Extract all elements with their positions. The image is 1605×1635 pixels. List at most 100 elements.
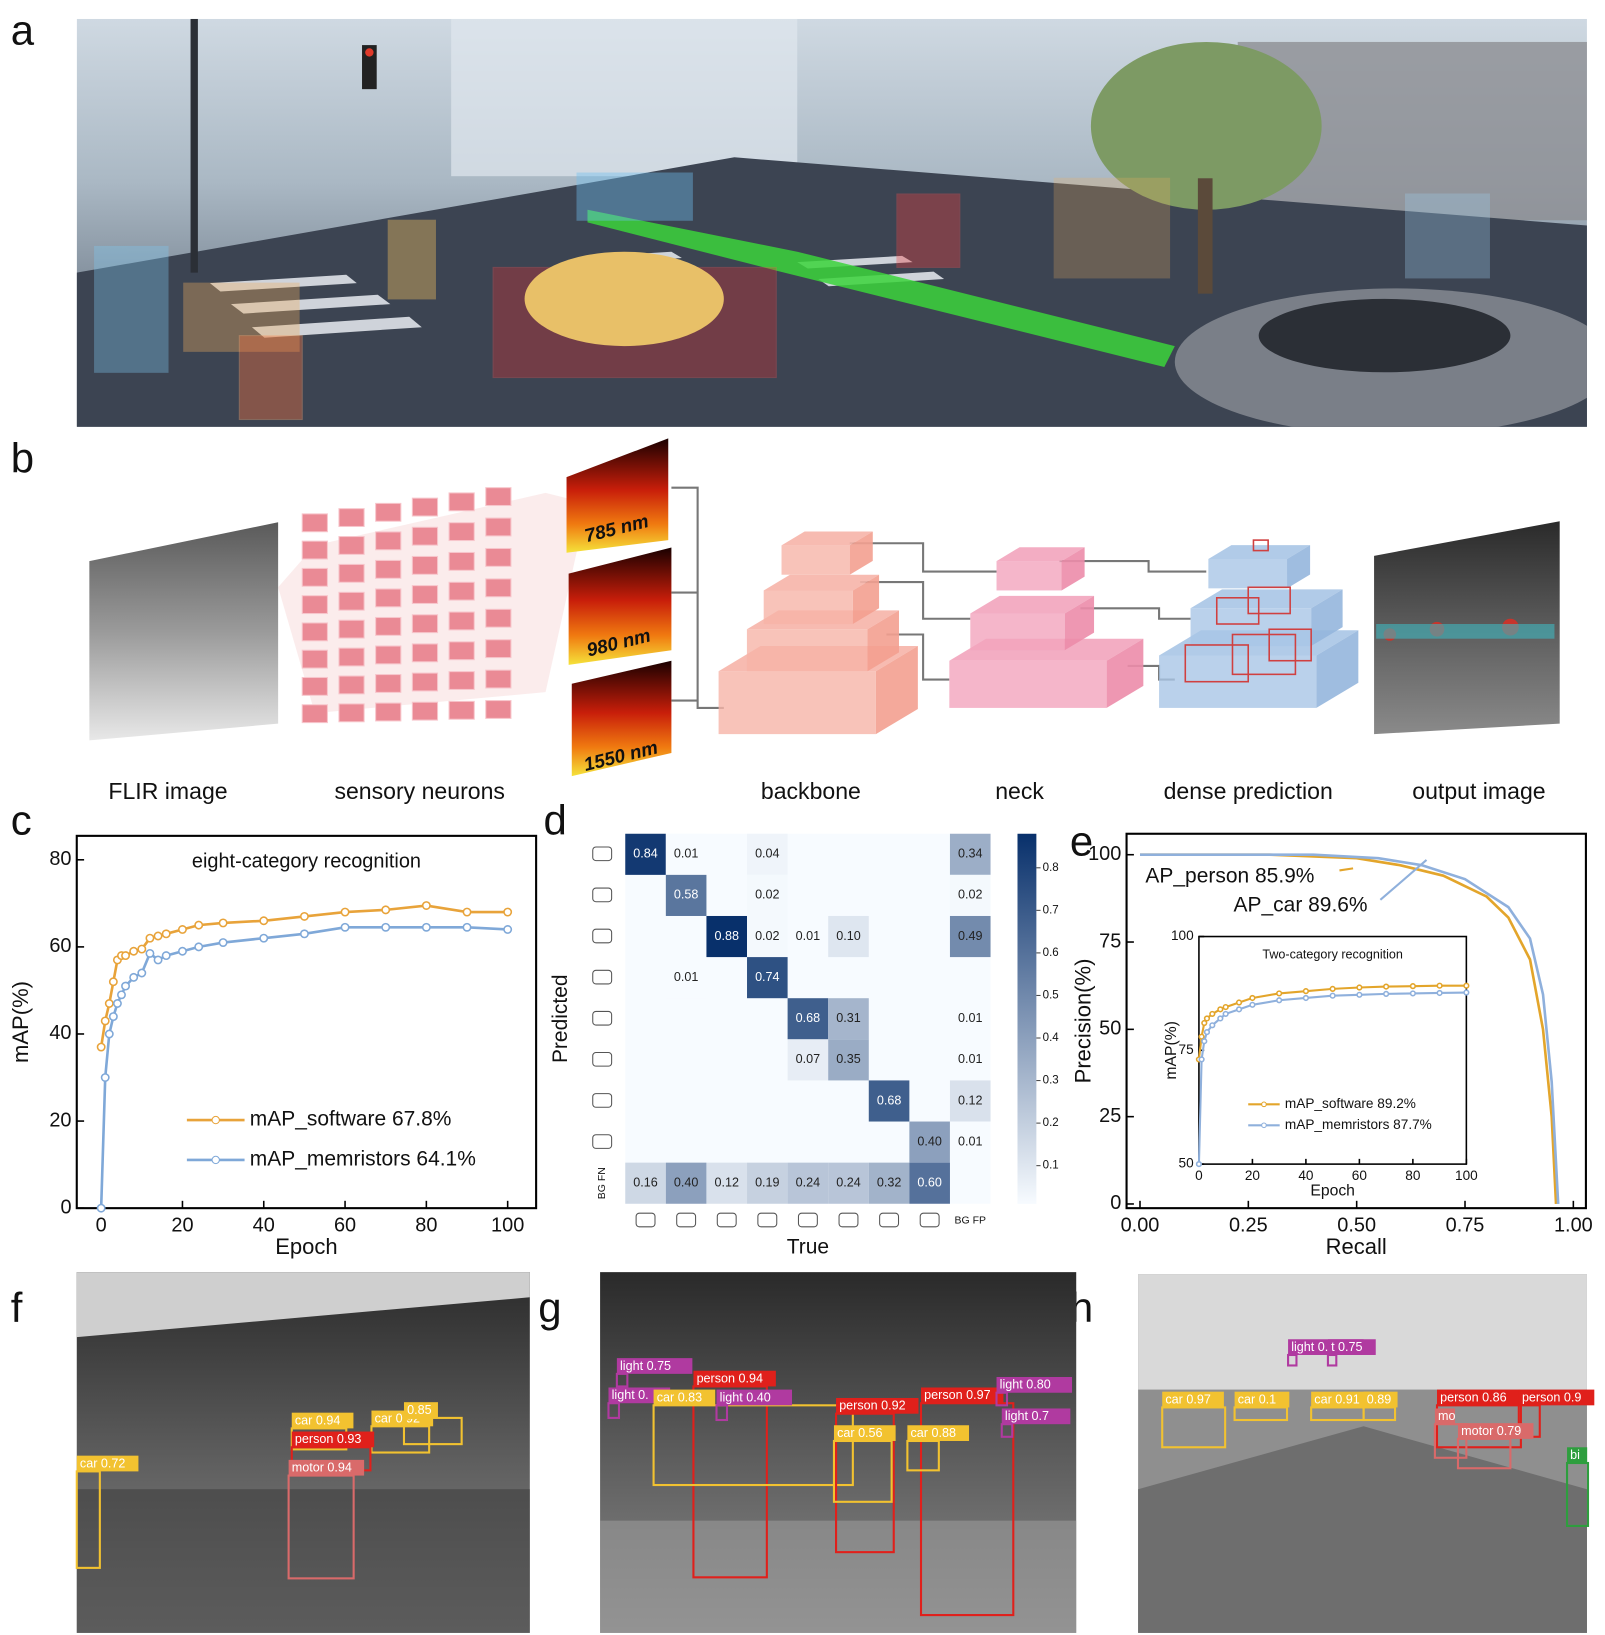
- lamp: [365, 48, 374, 57]
- cell: [828, 998, 869, 1040]
- cell-label: 0.68: [796, 1011, 820, 1025]
- neuron: [411, 643, 439, 663]
- detection-label: car 0.94: [295, 1413, 340, 1427]
- neuron: [375, 674, 402, 693]
- class-icon: [592, 1134, 613, 1149]
- detection-tag: [653, 1389, 716, 1406]
- legend-marker: [211, 1115, 220, 1125]
- charts: 0 20 40 60 80 100 0 20 40 60 80 Epoch mAP(%) eight-ca…: [8, 832, 1593, 1259]
- cell: [665, 833, 707, 875]
- neuron: [411, 497, 439, 517]
- class-icon: [592, 1052, 613, 1067]
- detection-tag: [833, 1425, 896, 1441]
- x-tick-label: 20: [1245, 1168, 1261, 1183]
- annotation-arrow: [1379, 859, 1428, 901]
- cell-label: 0.01: [958, 1134, 982, 1148]
- block-top: [996, 547, 1085, 562]
- cell: [828, 1039, 869, 1081]
- neuron: [375, 559, 402, 579]
- point: [1249, 1001, 1256, 1008]
- legend-marker: [1261, 1122, 1267, 1129]
- block-front: [1190, 608, 1312, 647]
- class-icon: [592, 1010, 613, 1026]
- x-axis-label: True: [787, 1236, 829, 1259]
- y-tick-label: 40: [49, 1022, 71, 1044]
- block-front: [746, 629, 868, 672]
- series-line: [99, 925, 508, 1209]
- block-front: [781, 545, 850, 575]
- pred-box: [1247, 586, 1291, 615]
- detection-tag: [1436, 1389, 1520, 1406]
- detection-label: person 0.94: [697, 1371, 763, 1385]
- neuron: [338, 591, 365, 611]
- building: [451, 18, 798, 177]
- x-tick-label: 40: [1298, 1168, 1314, 1183]
- x-tick-label: 0.25: [1229, 1214, 1268, 1236]
- neuron: [301, 704, 328, 724]
- neuron: [338, 647, 365, 667]
- x-axis-label: Recall: [1326, 1234, 1387, 1259]
- point: [100, 1016, 110, 1026]
- traffic-light: [362, 45, 377, 90]
- point: [100, 1073, 110, 1082]
- x-tick-label: 80: [415, 1214, 437, 1236]
- neuron: [448, 581, 475, 601]
- tree-trunk: [1197, 178, 1213, 294]
- detection-tag: [1311, 1391, 1373, 1408]
- point: [218, 918, 228, 928]
- x-tick-label: BG FP: [955, 1215, 986, 1226]
- detection-label: car 0.88: [911, 1426, 956, 1440]
- detection-tag: [921, 1387, 1004, 1404]
- cell-label: 0.49: [958, 929, 982, 943]
- x-axis-label: Epoch: [275, 1234, 337, 1259]
- point: [299, 929, 309, 939]
- colorbar-tick-label: 0.3: [1043, 1075, 1059, 1087]
- y-tick-label: 0: [1110, 1192, 1121, 1214]
- cell-label: 0.07: [796, 1052, 820, 1066]
- neuron: [301, 649, 328, 669]
- detection-label: car 0.1: [1238, 1392, 1276, 1406]
- cell: [787, 998, 829, 1040]
- cell: [949, 915, 991, 958]
- cell-label: 0.01: [796, 929, 820, 943]
- cell: [828, 915, 869, 958]
- detection-tag: [1001, 1408, 1071, 1425]
- stage-label: dense prediction: [1164, 778, 1333, 804]
- point: [1235, 999, 1243, 1006]
- cell: [949, 1039, 991, 1081]
- point: [1209, 1010, 1216, 1018]
- neuron: [375, 616, 402, 636]
- plot-frame: [75, 834, 538, 1210]
- neuron: [301, 540, 328, 560]
- detection-tag: [693, 1370, 776, 1387]
- network-blocks: [718, 531, 1359, 735]
- colorbar-tick-label: 0.6: [1043, 947, 1059, 959]
- point: [1436, 989, 1443, 997]
- block-side: [1106, 638, 1144, 708]
- point: [1356, 984, 1363, 991]
- y-tick-label: 75: [1099, 930, 1121, 952]
- block-front: [718, 671, 876, 735]
- point: [129, 972, 139, 982]
- class-icon: [592, 928, 613, 944]
- panel-label: f: [11, 1284, 23, 1331]
- point: [1222, 1010, 1229, 1018]
- neuron: [375, 588, 402, 608]
- y-tick-label: 50: [1179, 1156, 1195, 1171]
- colorbar: [1017, 833, 1037, 1204]
- neuron: [301, 622, 328, 642]
- cell: [747, 833, 788, 875]
- point: [1201, 1038, 1208, 1045]
- point: [503, 925, 513, 934]
- neuron: [375, 702, 402, 722]
- bbox: [896, 193, 961, 268]
- bbox: [94, 245, 169, 373]
- detection-tag: [76, 1455, 139, 1472]
- block-top: [1190, 589, 1343, 609]
- bbox: [183, 282, 300, 352]
- detection-tag: [907, 1425, 970, 1441]
- neuron: [375, 531, 402, 551]
- class-icon: [676, 1212, 697, 1228]
